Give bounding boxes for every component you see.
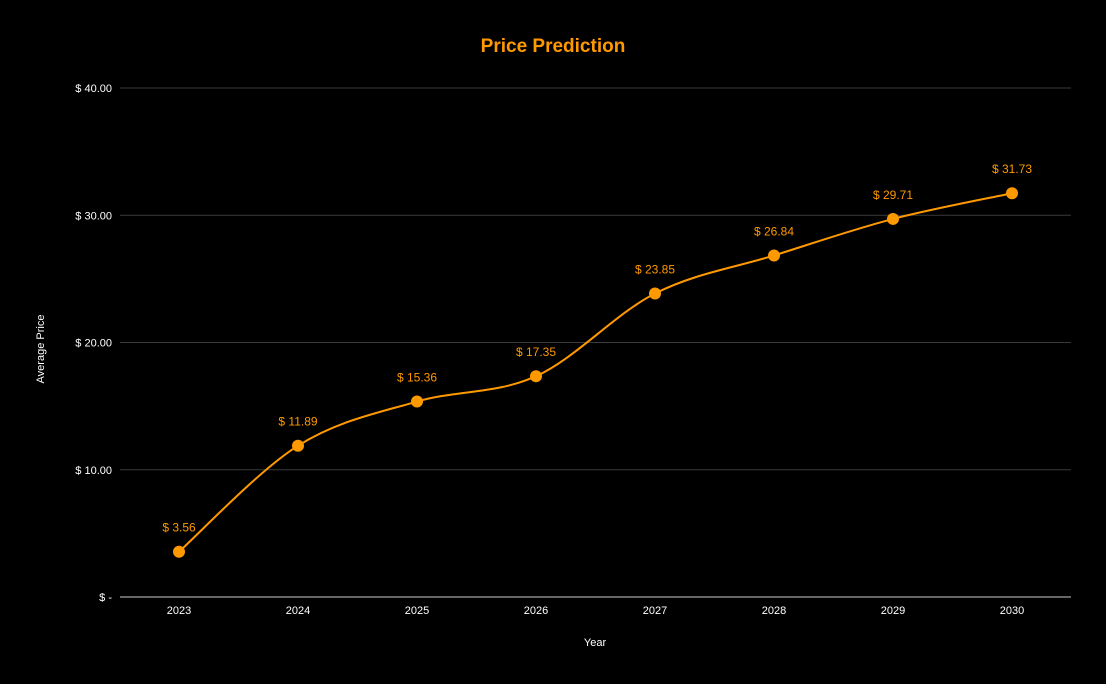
data-point [292,439,304,452]
x-axis-title: Year [584,637,607,649]
x-tick-label: 2027 [643,605,667,617]
gridlines [120,87,1071,598]
x-axis: 2023 2024 2025 2026 2027 2028 2029 2030 [167,605,1024,617]
data-label: $ 17.35 [516,345,556,359]
data-label: $ 26.84 [754,224,794,238]
series-group [173,187,1018,558]
data-label: $ 23.85 [635,263,675,277]
data-point [649,287,661,300]
y-tick-label: $ 20.00 [75,338,112,350]
y-axis: $ - $ 10.00 $ 20.00 $ 30.00 $ 40.00 [75,83,112,604]
data-label: $ 11.89 [278,415,317,429]
x-tick-label: 2025 [405,605,429,617]
data-point [768,249,780,262]
x-tick-label: 2028 [762,605,786,617]
data-label: $ 15.36 [397,371,437,385]
x-tick-label: 2024 [286,605,310,617]
y-tick-label: $ 40.00 [75,83,112,95]
x-tick-label: 2029 [881,605,905,617]
data-point [530,370,542,383]
x-tick-label: 2023 [167,605,191,617]
y-tick-label: $ 30.00 [75,210,112,222]
y-tick-label: $ 10.00 [75,465,112,477]
data-point [173,545,185,558]
data-point [1006,187,1018,200]
x-tick-label: 2030 [1000,605,1024,617]
series-line [178,192,1013,553]
data-label: $ 3.56 [162,521,196,535]
data-label: $ 31.73 [992,162,1032,176]
chart-title: Price Prediction [481,36,626,57]
data-point [887,212,899,225]
y-tick-label: $ - [99,592,112,604]
data-label: $ 29.71 [873,188,913,202]
x-tick-label: 2026 [524,605,548,617]
y-axis-title: Average Price [35,315,47,384]
data-labels: $ 3.56 $ 11.89 $ 15.36 $ 17.35 $ 23.85 $ 26.8… [162,162,1032,534]
data-point [411,395,423,408]
